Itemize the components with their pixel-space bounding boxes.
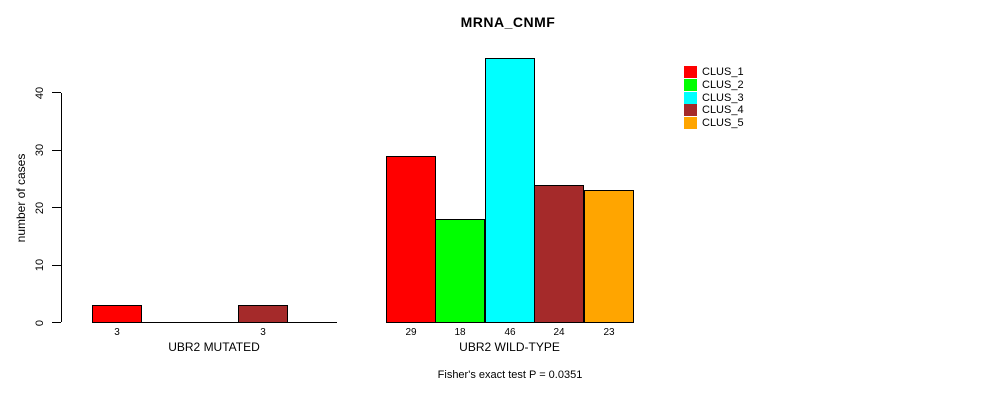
- y-axis-tick-label: 40: [34, 86, 46, 100]
- group-label-ubr2-wild-type: UBR2 WILD-TYPE: [459, 340, 560, 354]
- y-axis-tick-label: 10: [34, 258, 46, 272]
- legend-label: CLUS_5: [702, 117, 744, 130]
- bar-value-label: 24: [553, 327, 565, 338]
- legend-swatch-clus-5: [684, 117, 697, 130]
- bar-value-label: 29: [405, 327, 417, 338]
- y-axis-tick-label: 20: [34, 201, 46, 214]
- bar-clus_2-group2: [435, 219, 485, 323]
- legend-row: CLUS_3: [684, 91, 744, 104]
- y-axis-tick: [52, 149, 61, 151]
- bar-value-label: 18: [454, 327, 466, 338]
- y-axis-tick: [52, 207, 61, 209]
- legend-row: CLUS_4: [684, 104, 744, 117]
- bar-clus_1-group1: [92, 305, 142, 323]
- bar-value-label: 3: [260, 327, 266, 338]
- legend-label: CLUS_4: [702, 104, 744, 117]
- bar-value-label: 46: [504, 327, 516, 338]
- legend-label: CLUS_3: [702, 91, 744, 104]
- group-label-ubr2-mutated: UBR2 MUTATED: [168, 340, 260, 354]
- y-axis-tick-label: 0: [34, 319, 46, 326]
- bar-clus_4-group2: [534, 185, 584, 323]
- legend-row: CLUS_2: [684, 79, 744, 92]
- y-axis-tick-label: 30: [34, 144, 46, 157]
- bar-clus_3-group2: [485, 58, 535, 323]
- y-axis-tick: [52, 264, 61, 266]
- legend-label: CLUS_2: [702, 79, 744, 92]
- y-axis-tick: [52, 322, 61, 323]
- group-baseline: [92, 322, 337, 323]
- legend-label: CLUS_1: [702, 66, 744, 79]
- bar-value-label: 3: [114, 327, 120, 338]
- bar-clus_4-group1: [238, 305, 288, 323]
- bar-clus_1-group2: [386, 156, 436, 323]
- bar-clus_5-group2: [584, 190, 634, 323]
- legend-row: CLUS_1: [684, 66, 744, 79]
- legend: CLUS_1 CLUS_2 CLUS_3 CLUS_4 CLUS_5: [684, 66, 744, 130]
- chart-title: MRNA_CNMF: [460, 14, 556, 30]
- annotation-fisher-test: Fisher's exact test P = 0.0351: [437, 369, 583, 381]
- legend-swatch-clus-3: [684, 91, 697, 104]
- bar-value-label: 23: [603, 327, 615, 338]
- legend-swatch-clus-2: [684, 79, 697, 92]
- y-axis-label: number of cases: [14, 153, 28, 243]
- legend-swatch-clus-4: [684, 104, 697, 117]
- y-axis-tick: [52, 92, 61, 94]
- y-axis-line: [61, 92, 62, 323]
- legend-row: CLUS_5: [684, 117, 744, 130]
- legend-swatch-clus-1: [684, 66, 697, 79]
